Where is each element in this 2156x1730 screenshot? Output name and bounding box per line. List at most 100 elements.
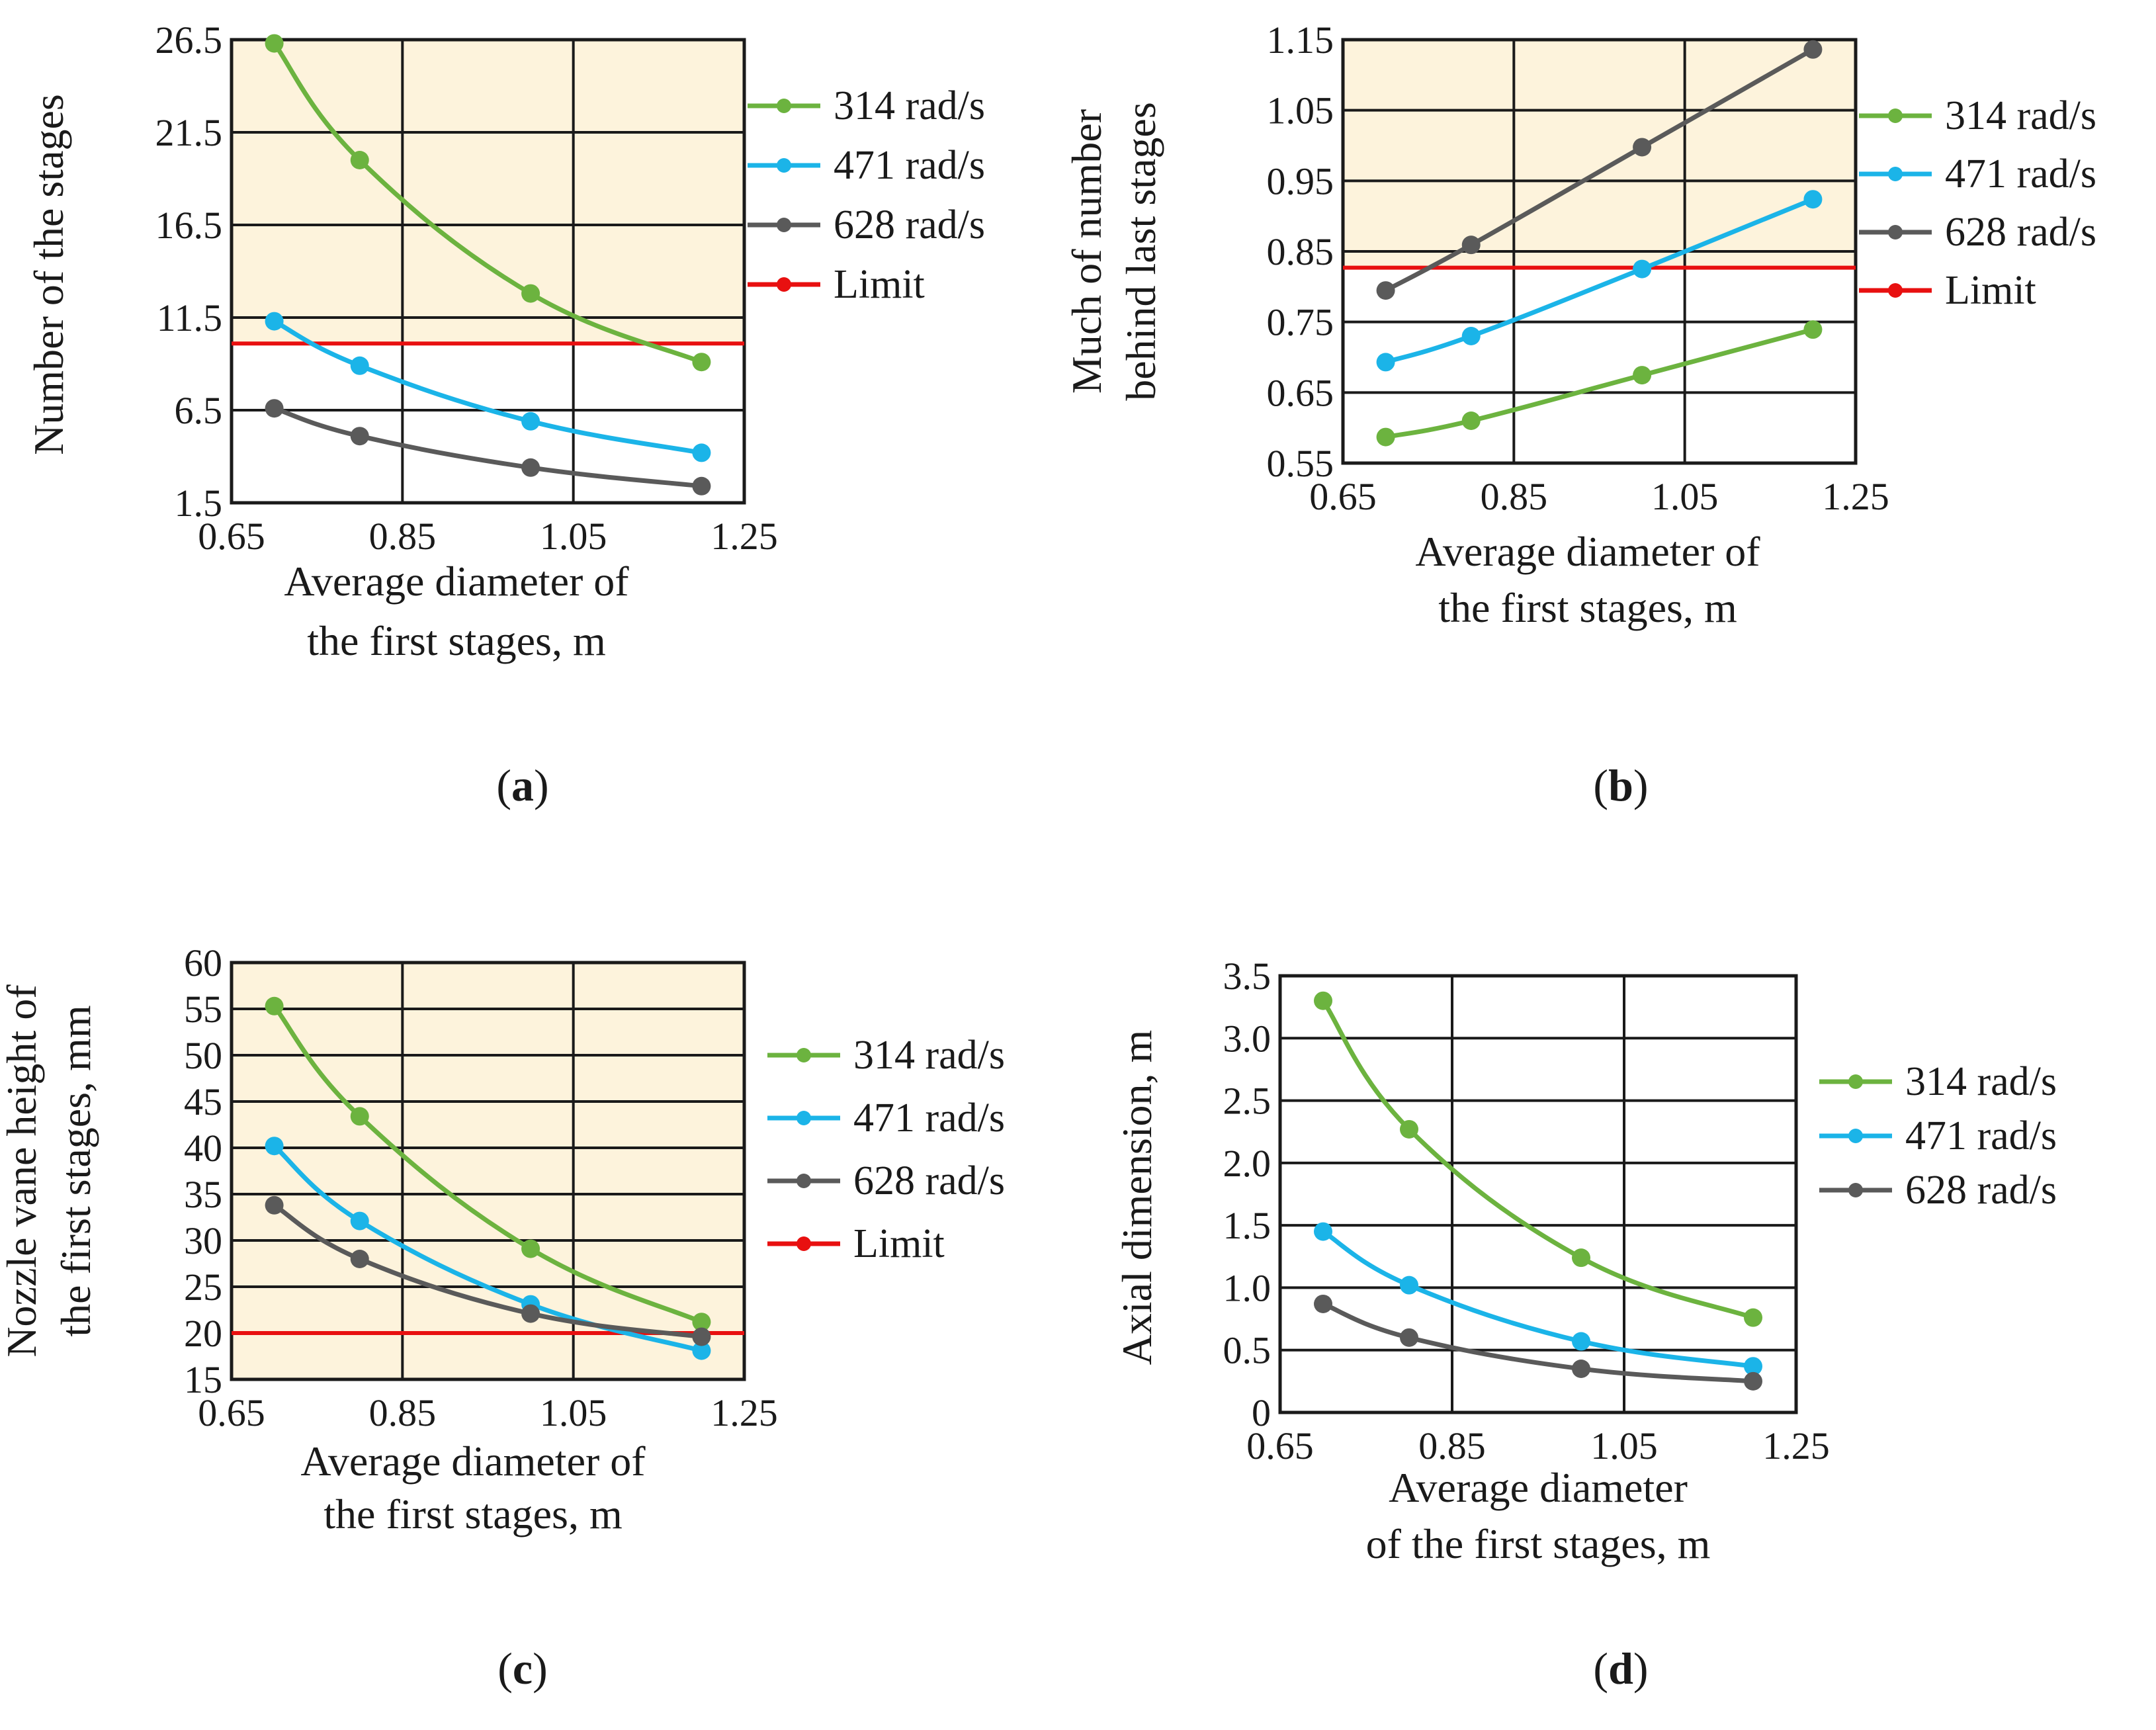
data-point	[1744, 1357, 1762, 1376]
data-point	[350, 1107, 369, 1126]
y-tick-label: 21.5	[155, 111, 223, 154]
series-line-314	[1321, 999, 1754, 1320]
x-tick-label: 1.25	[1822, 475, 1889, 518]
x-tick-label: 1.25	[711, 515, 778, 558]
y-tick-label: 3.0	[1223, 1017, 1272, 1060]
caption-letter: c	[513, 1643, 533, 1694]
feasible-region-shade	[232, 40, 744, 344]
data-point	[1376, 281, 1395, 300]
data-point	[692, 1313, 711, 1332]
legend-label: 314 rad/s	[1945, 93, 2096, 138]
caption-open: (	[496, 760, 511, 810]
series-line-628	[1384, 47, 1815, 293]
legend: 314 rad/s 471 rad/s 628 rad/s Limit	[1859, 93, 2096, 313]
data-point	[521, 411, 540, 431]
panel-caption: (b)	[1593, 760, 1648, 810]
plot-frame	[230, 961, 746, 1381]
x-tick-label: 0.85	[1481, 475, 1548, 518]
x-tick-label: 1.05	[1651, 475, 1719, 518]
feasible-region-shade	[232, 963, 744, 1379]
y-tick-label: 1.5	[1223, 1204, 1272, 1247]
y-tick-label: 0.95	[1267, 159, 1334, 202]
data-point	[1400, 1276, 1418, 1295]
legend: 314 rad/s 471 rad/s 628 rad/s Limit	[748, 83, 985, 307]
data-point	[1572, 1360, 1590, 1378]
data-point	[1572, 1248, 1590, 1268]
plot-frame	[1278, 974, 1798, 1414]
y-tick-label: 60	[184, 941, 222, 984]
data-point	[692, 353, 711, 372]
legend-swatch-marker	[1888, 283, 1903, 298]
y-axis-title: behind last stages	[1117, 102, 1164, 400]
data-point	[265, 1195, 284, 1215]
y-tick-label: 0.5	[1223, 1329, 1272, 1372]
legend-swatch-marker	[1848, 1074, 1863, 1089]
data-point	[1314, 991, 1332, 1010]
data-point	[1314, 1222, 1332, 1241]
legend-label: 628 rad/s	[853, 1158, 1005, 1203]
x-tick-label: 0.85	[369, 1391, 437, 1434]
y-tick-label: 55	[184, 988, 222, 1031]
legend-label: 628 rad/s	[1905, 1168, 2057, 1213]
legend-label: 628 rad/s	[1945, 210, 2096, 255]
data-point	[1744, 1308, 1762, 1327]
legend-swatch-marker	[797, 1111, 811, 1125]
y-tick-label: 25	[184, 1266, 222, 1309]
y-tick-label: 1.5	[175, 482, 223, 525]
x-tick-label: 0.85	[1418, 1424, 1486, 1467]
data-point	[692, 1327, 711, 1346]
series-line-628	[273, 406, 702, 489]
data-point	[350, 151, 369, 169]
y-tick-label: 30	[184, 1219, 222, 1262]
x-axis-title: Average diameter of	[300, 1438, 646, 1485]
data-point	[265, 399, 284, 418]
data-point	[1376, 353, 1395, 372]
plot-frame	[1341, 38, 1858, 465]
x-tick-label: 1.05	[540, 515, 607, 558]
legend-swatch-marker	[797, 1236, 811, 1251]
y-tick-label: 50	[184, 1034, 222, 1077]
data-point	[1633, 138, 1652, 157]
data-point	[1400, 1328, 1418, 1347]
data-point	[1461, 236, 1481, 255]
data-point	[1461, 327, 1481, 345]
data-point	[521, 458, 540, 477]
data-point	[1803, 190, 1823, 209]
plot-frame	[230, 38, 746, 505]
data-point	[350, 356, 369, 375]
y-tick-label: 1.15	[1267, 19, 1334, 62]
data-point	[1803, 320, 1823, 339]
legend-label: 471 rad/s	[1905, 1113, 2057, 1158]
legend-label: Limit	[834, 262, 925, 307]
y-tick-label: 3.5	[1223, 955, 1272, 998]
y-tick-label: 40	[184, 1127, 222, 1170]
x-tick-label: 1.25	[1762, 1424, 1830, 1467]
data-point	[1803, 40, 1823, 59]
caption-open: (	[1593, 760, 1608, 810]
panel-caption: (a)	[496, 760, 548, 810]
chart-a: 1.5 6.5 11.5 16.5 21.5 26.5 0.65 0.85 1.05 1.25 31…	[25, 19, 985, 810]
legend-label: 314 rad/s	[834, 83, 985, 128]
data-point	[692, 443, 711, 462]
x-axis-title: the first stages, m	[323, 1491, 622, 1537]
caption-letter: a	[511, 760, 534, 810]
y-tick-label: 0.75	[1267, 301, 1334, 344]
caption-close: )	[1633, 760, 1649, 810]
y-tick-label: 1.0	[1223, 1266, 1272, 1309]
y-tick-label: 2.0	[1223, 1142, 1272, 1185]
legend-swatch-marker	[797, 1048, 811, 1062]
x-tick-label: 0.65	[1246, 1424, 1314, 1467]
x-tick-label: 1.25	[711, 1391, 778, 1434]
legend: 314 rad/s 471 rad/s 628 rad/s	[1819, 1059, 2057, 1213]
series-line-314	[1385, 327, 1814, 440]
data-point	[265, 312, 284, 331]
chart-d: 0 0.5 1.0 1.5 2.0 2.5 3.0 3.5 0.65 0.85 1.05 1.25 31…	[1113, 955, 2057, 1694]
y-axis-title: Nozzle vane height of	[0, 984, 45, 1358]
caption-close: )	[1633, 1643, 1649, 1694]
legend-swatch-marker	[1888, 225, 1903, 239]
data-point	[350, 1250, 369, 1268]
data-point	[265, 996, 284, 1016]
legend-label: 314 rad/s	[853, 1033, 1005, 1078]
y-tick-label: 16.5	[155, 204, 223, 247]
y-tick-label: 11.5	[157, 296, 222, 339]
